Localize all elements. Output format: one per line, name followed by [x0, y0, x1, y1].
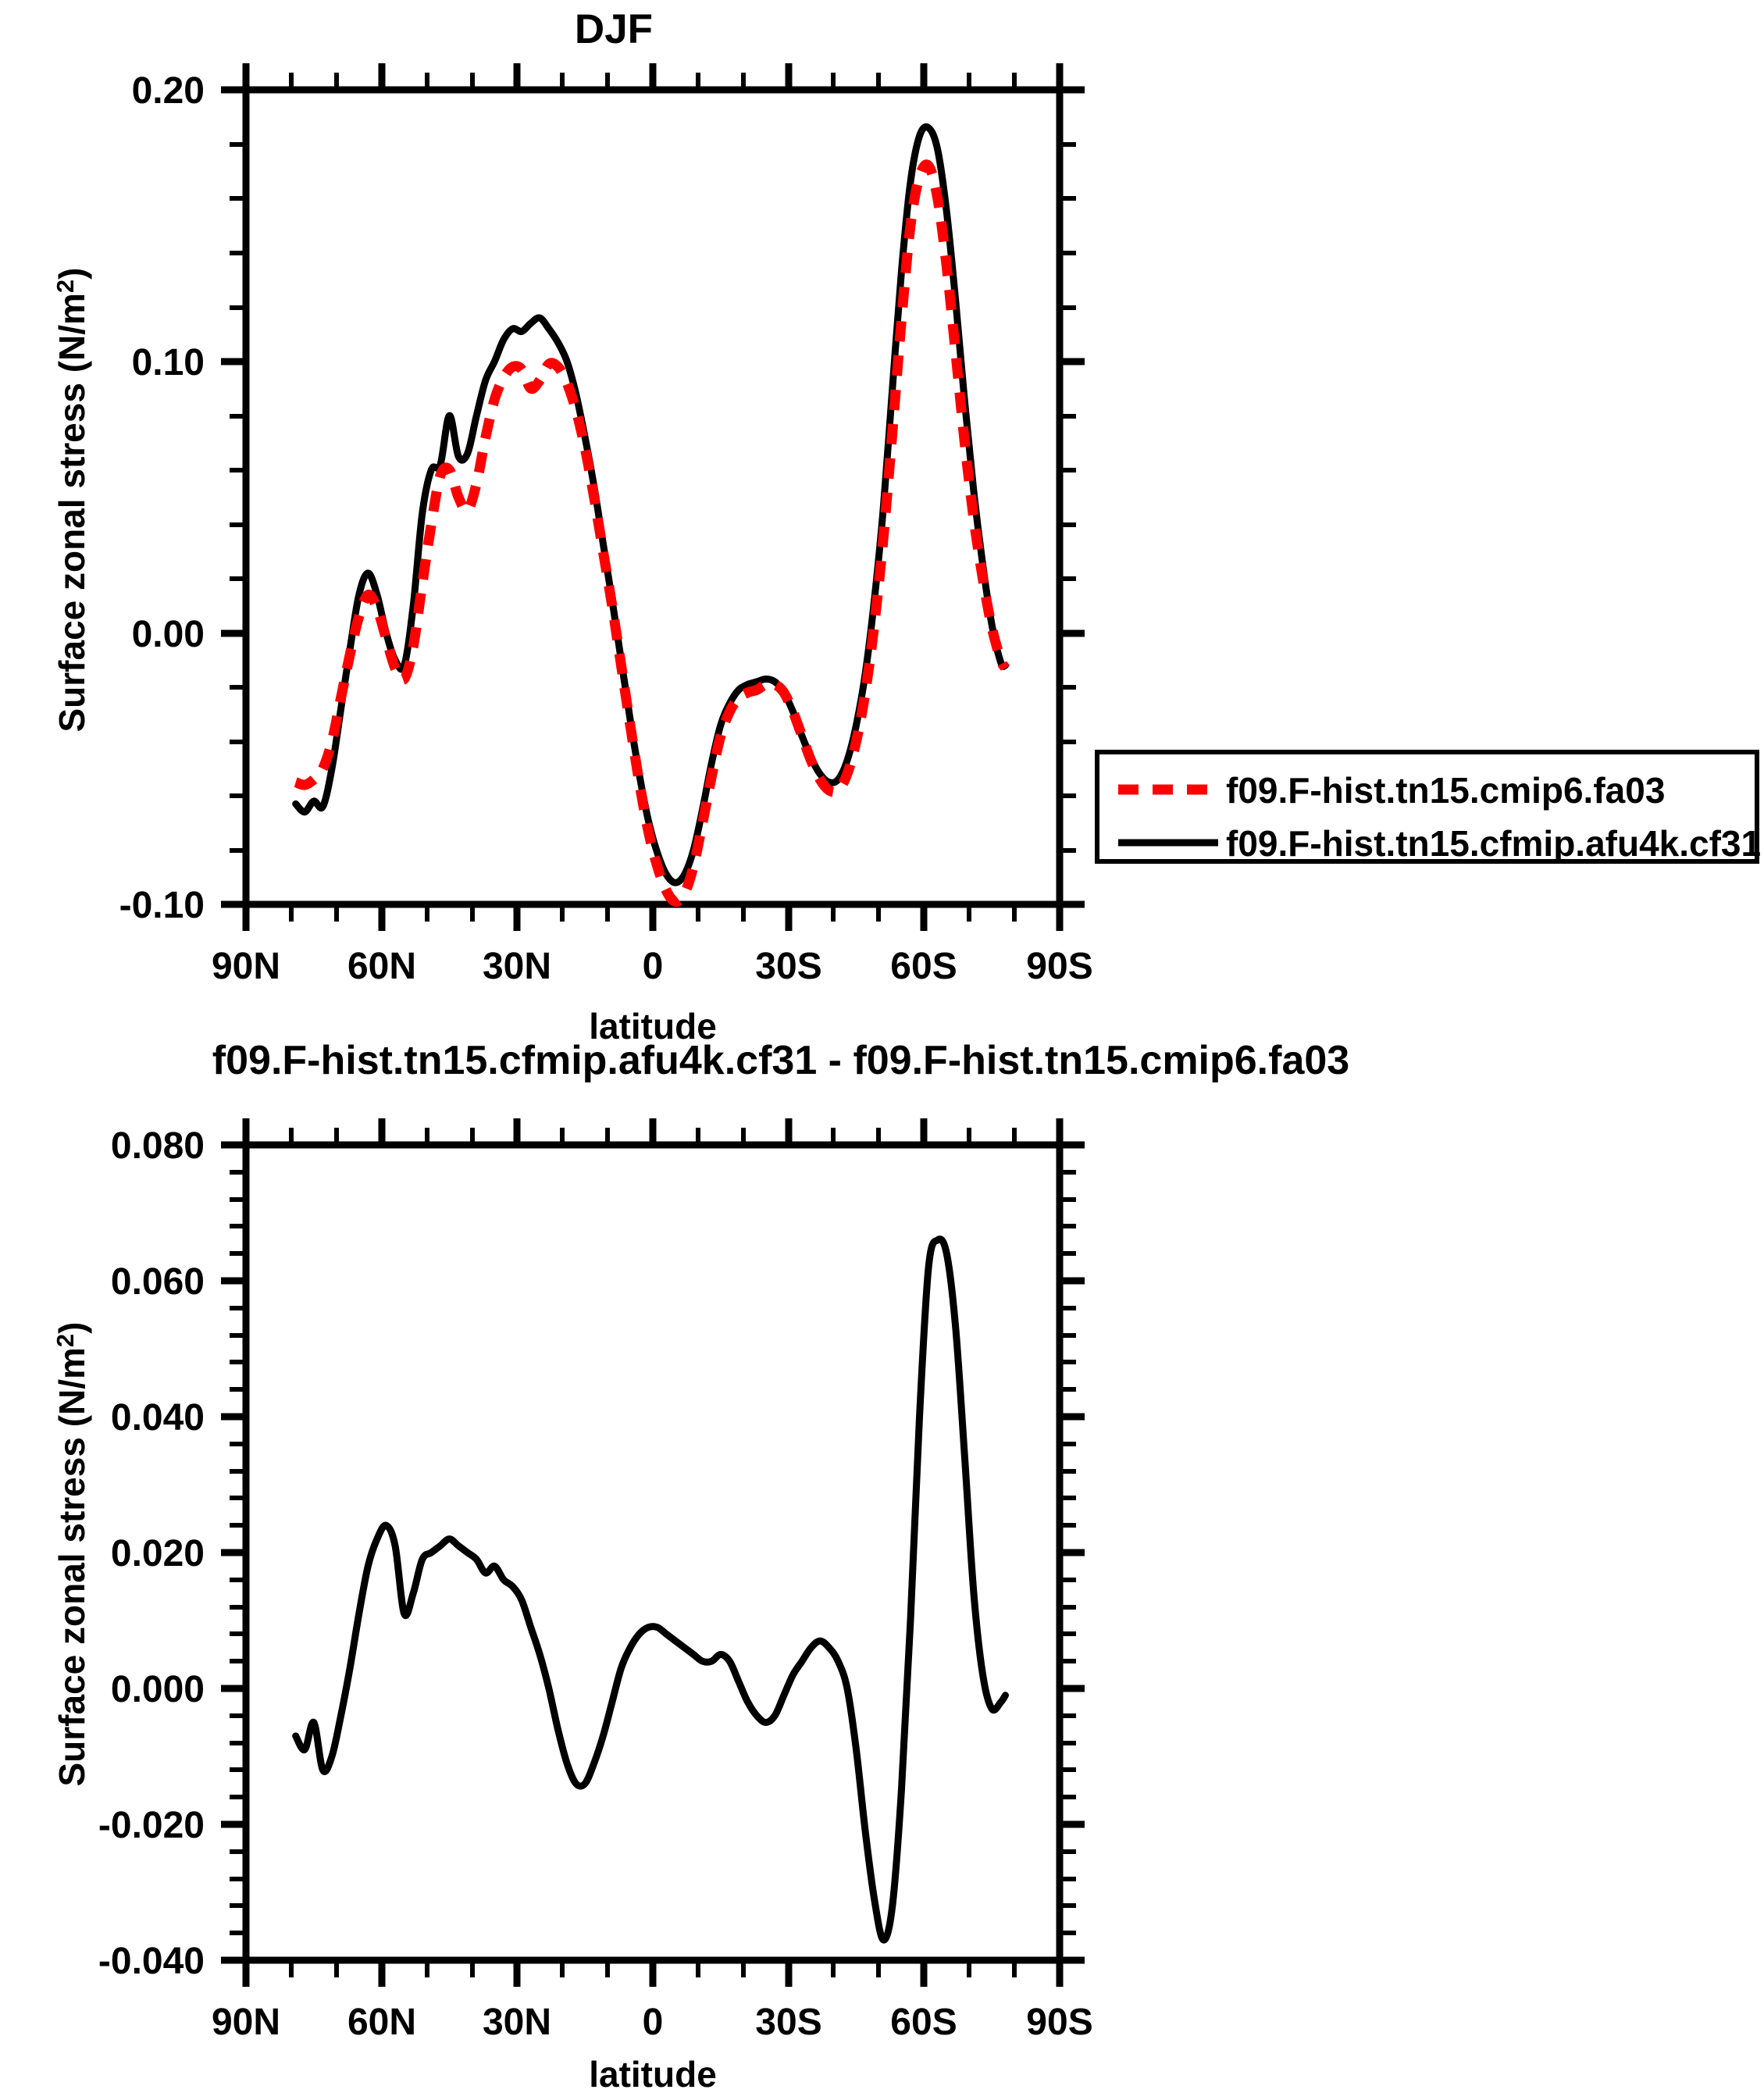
bottom-xtick-3: 0	[643, 2002, 664, 2043]
legend-label-0: f09.F-hist.tn15.cmip6.fa03	[1226, 770, 1665, 811]
svg-text:Surface zonal stress (N/m2): Surface zonal stress (N/m2)	[52, 268, 92, 733]
legend-label-1: f09.F-hist.tn15.cfmip.afu4k.cf31	[1226, 823, 1761, 864]
series-line-cfmip-afu4k	[292, 123, 1010, 886]
legend-box: f09.F-hist.tn15.cmip6.fa03 f09.F-hist.tn…	[1095, 750, 1761, 864]
bottom-panel-xlabel: latitude	[589, 2054, 717, 2093]
top-xtick-6: 90S	[1026, 946, 1092, 987]
top-xtick-1: 60N	[347, 946, 416, 987]
top-ylabel-close: )	[52, 268, 92, 280]
top-panel-x-major-ticks	[242, 63, 1064, 931]
bottom-panel-x-major-ticks	[242, 1118, 1064, 1987]
series-line-cmip6-fa03	[294, 159, 1010, 907]
bottom-ytick-5: -0.020	[98, 1805, 205, 1846]
bottom-xtick-2: 30N	[483, 2002, 551, 2043]
bottom-ytick-6: -0.040	[98, 1941, 205, 1982]
bottom-xtick-4: 30S	[755, 2002, 821, 2043]
bottom-ytick-0: 0.080	[111, 1125, 205, 1167]
bottom-ytick-2: 0.040	[111, 1397, 205, 1439]
top-panel-frame	[242, 86, 1064, 908]
top-xtick-4: 30S	[755, 946, 821, 987]
top-panel: DJF Surface zonal stress (N/m2)	[52, 6, 1093, 1046]
top-ytick-1: 0.10	[132, 342, 205, 383]
bottom-ylabel-main: Surface zonal stress (N/m	[52, 1347, 92, 1786]
bottom-panel-y-minor-ticks	[230, 1170, 1076, 1935]
top-xtick-5: 60S	[890, 946, 957, 987]
series-line-difference	[292, 1235, 1010, 1944]
top-xtick-2: 30N	[483, 946, 551, 987]
top-panel-xlabel: latitude	[589, 1006, 717, 1046]
top-panel-ylabel: Surface zonal stress (N/m2)	[52, 268, 92, 733]
top-panel-y-tick-labels: 0.20 0.10 0.00 -0.10	[119, 70, 205, 926]
top-panel-y-minor-ticks	[230, 142, 1076, 853]
bottom-panel-y-major-ticks	[221, 1141, 1085, 1964]
bottom-ytick-3: 0.020	[111, 1533, 205, 1574]
top-ytick-0: 0.20	[132, 70, 205, 112]
bottom-panel-frame	[242, 1141, 1064, 1964]
bottom-panel-y-tick-labels: 0.080 0.060 0.040 0.020 0.000 -0.020 -0.…	[98, 1125, 205, 1982]
bottom-ytick-1: 0.060	[111, 1261, 205, 1303]
top-xtick-0: 90N	[212, 946, 280, 987]
bottom-xtick-0: 90N	[212, 2002, 280, 2043]
top-ylabel-main: Surface zonal stress (N/m	[52, 293, 92, 732]
difference-panel-title: f09.F-hist.tn15.cfmip.afu4k.cf31 - f09.F…	[212, 1038, 1349, 1083]
top-panel-x-minor-ticks	[289, 73, 1017, 922]
top-xtick-3: 0	[643, 946, 664, 987]
top-panel-y-major-ticks	[221, 86, 1085, 908]
bottom-panel-x-minor-ticks	[289, 1128, 1017, 1977]
top-panel-x-tick-labels: 90N 60N 30N 0 30S 60S 90S	[212, 946, 1093, 987]
bottom-panel: Surface zonal stress (N/m2)	[52, 1118, 1093, 2093]
top-panel-title: DJF	[575, 6, 653, 52]
bottom-xtick-5: 60S	[890, 2002, 957, 2043]
bottom-ylabel-sup: 2	[52, 1334, 79, 1347]
bottom-ylabel-close: )	[52, 1322, 92, 1334]
bottom-xtick-6: 90S	[1026, 2002, 1092, 2043]
bottom-xtick-1: 60N	[347, 2002, 416, 2043]
bottom-panel-x-tick-labels: 90N 60N 30N 0 30S 60S 90S	[212, 2002, 1093, 2043]
svg-text:Surface zonal stress (N/m2): Surface zonal stress (N/m2)	[52, 1322, 92, 1787]
top-ytick-2: 0.00	[132, 614, 205, 655]
top-ylabel-sup: 2	[52, 280, 79, 293]
bottom-ytick-4: 0.000	[111, 1669, 205, 1710]
bottom-panel-ylabel: Surface zonal stress (N/m2)	[52, 1322, 92, 1787]
top-ytick-3: -0.10	[119, 885, 205, 926]
